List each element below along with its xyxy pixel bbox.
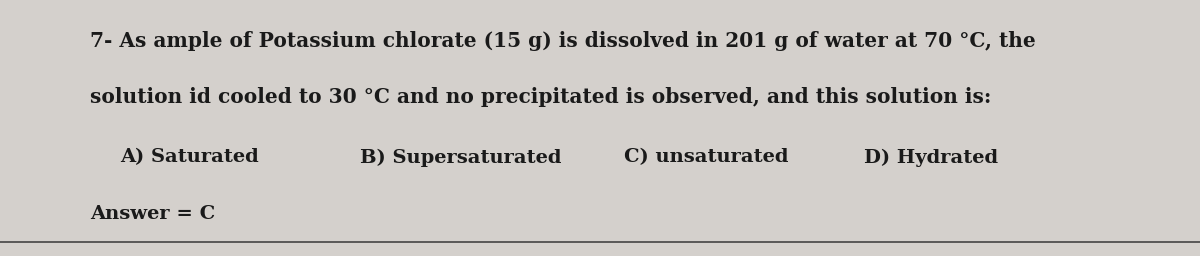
Text: C) unsaturated: C) unsaturated: [624, 148, 788, 166]
Text: A) Saturated: A) Saturated: [120, 148, 259, 166]
Text: solution id cooled to 30 °C and no precipitated is observed, and this solution i: solution id cooled to 30 °C and no preci…: [90, 87, 991, 107]
Text: 7- As ample of Potassium chlorate (15 g) is dissolved in 201 g of water at 70 °C: 7- As ample of Potassium chlorate (15 g)…: [90, 31, 1036, 51]
Text: B) Supersaturated: B) Supersaturated: [360, 148, 562, 167]
Text: D) Hydrated: D) Hydrated: [864, 148, 998, 167]
Text: Answer = C: Answer = C: [90, 205, 215, 223]
